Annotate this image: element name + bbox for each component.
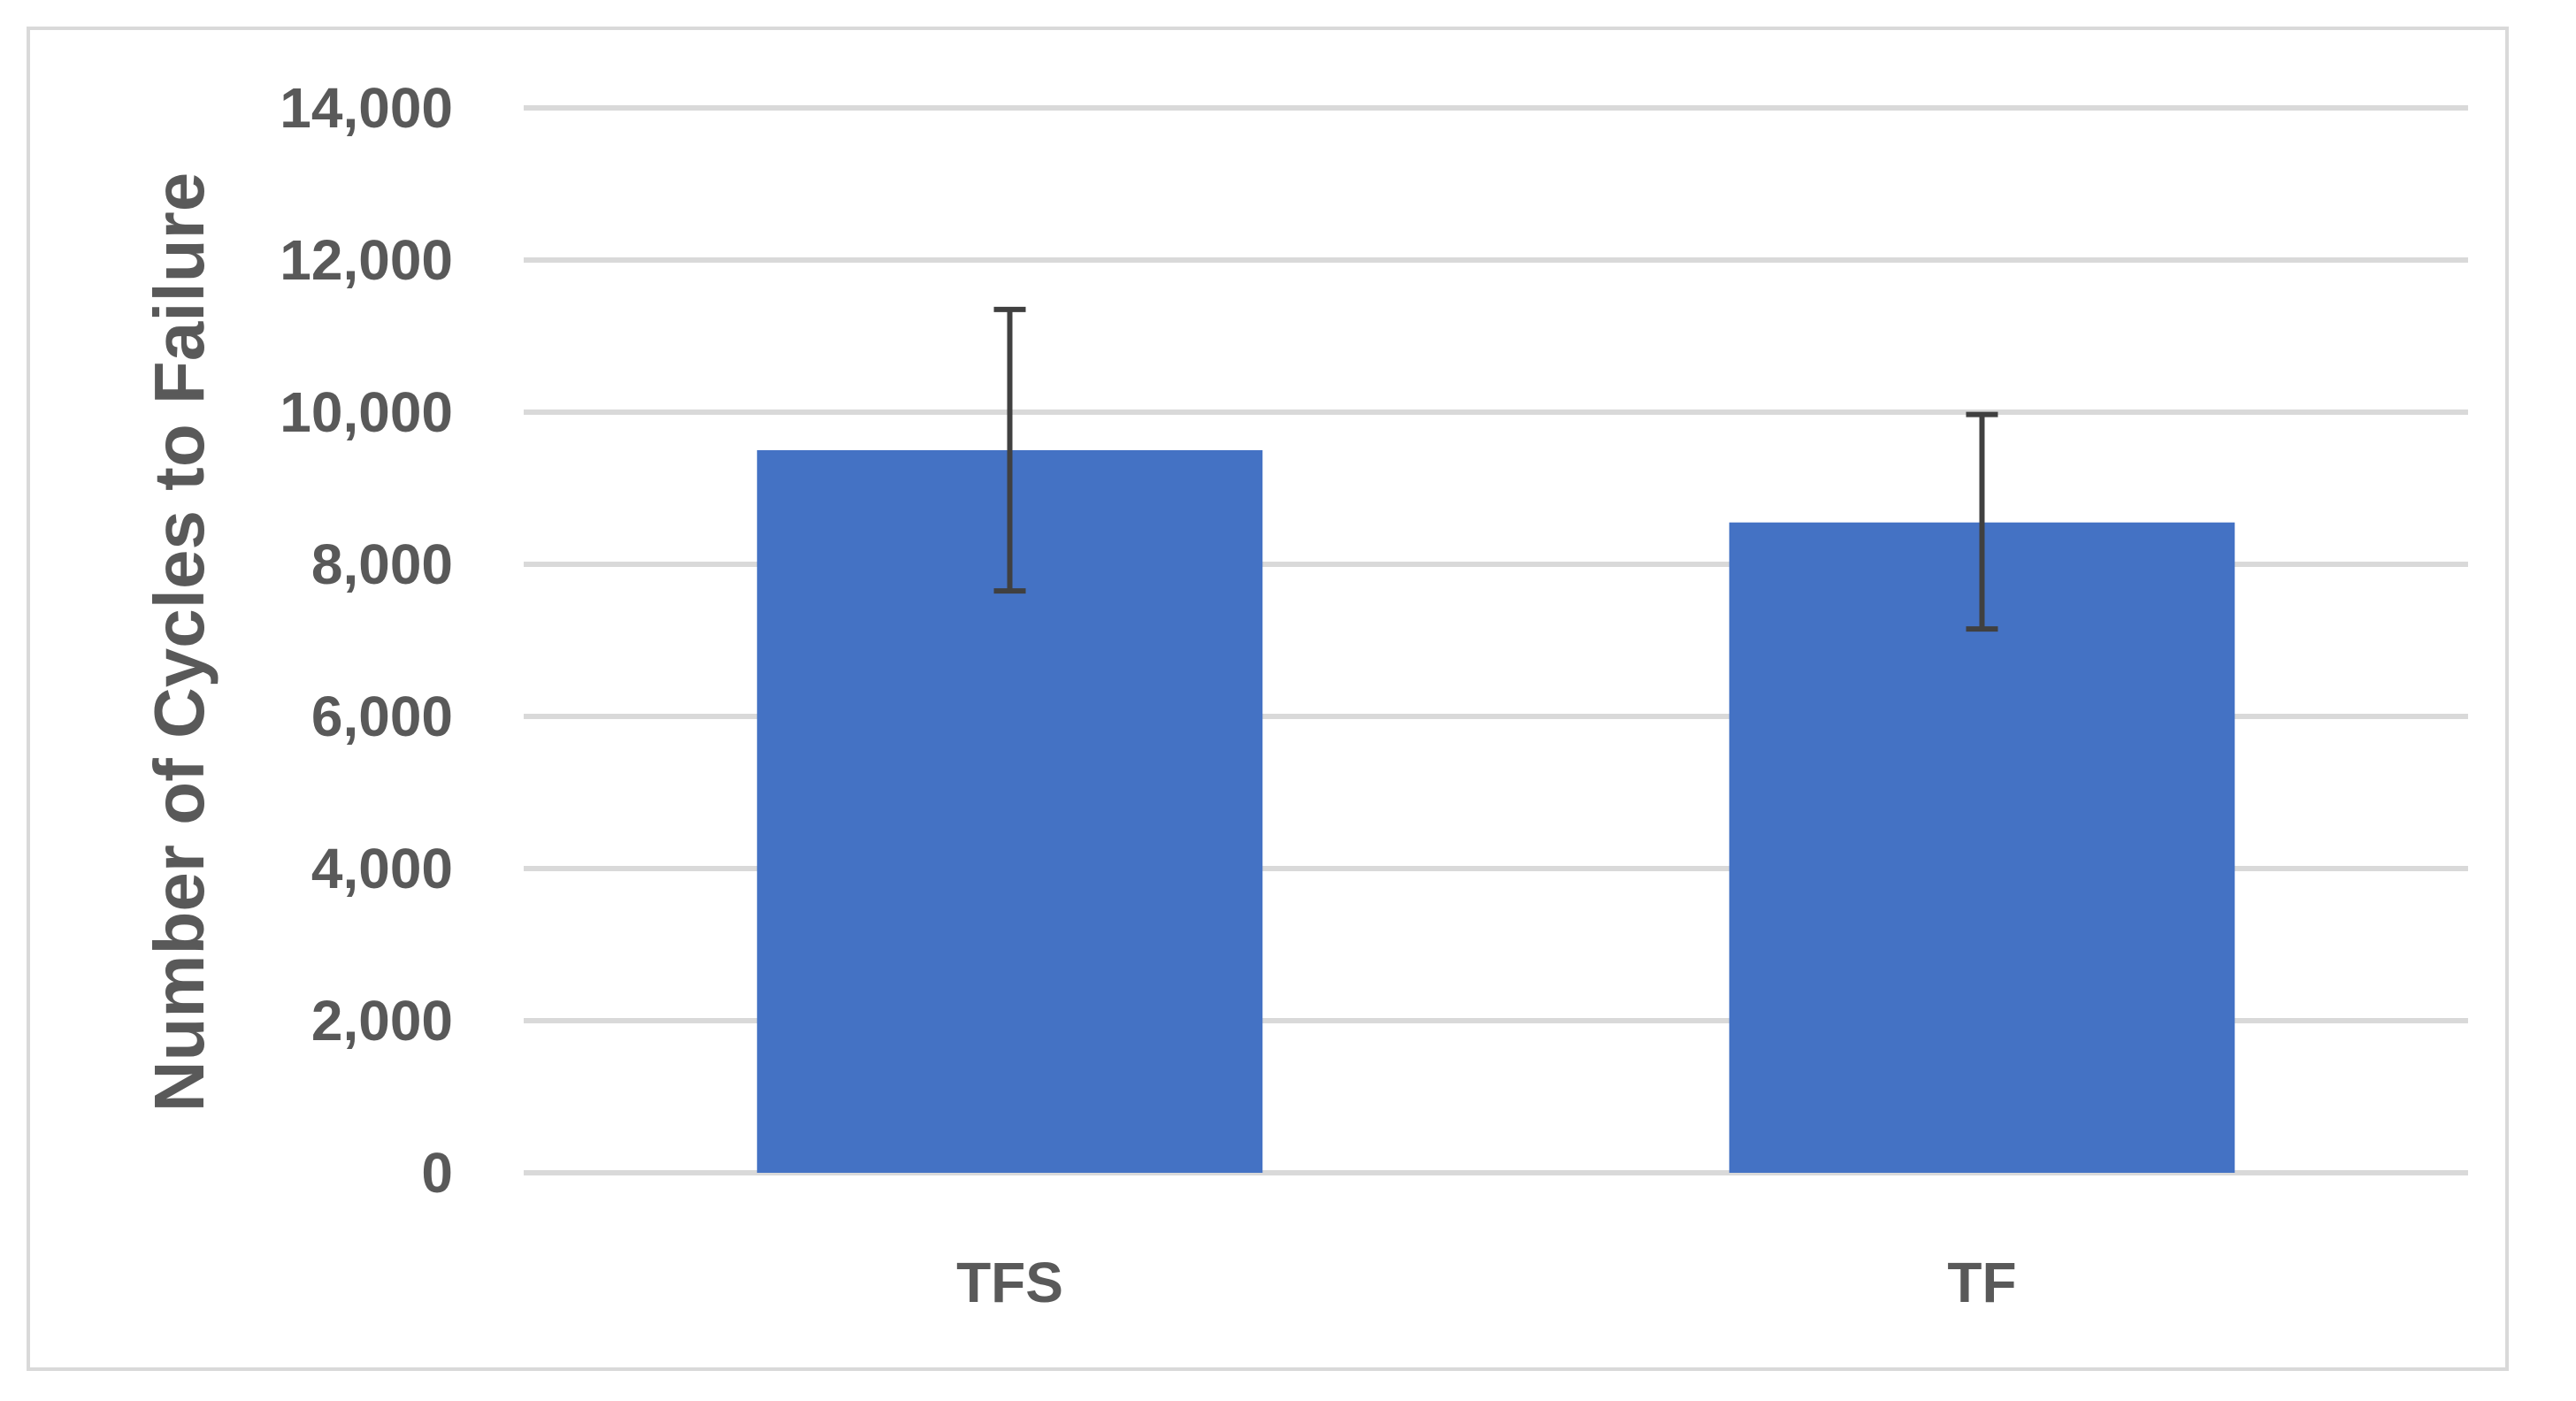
y-axis-title: Number of Cycles to Failure (140, 172, 218, 1112)
y-tick-label: 14,000 (280, 76, 453, 140)
y-tick-label: 2,000 (311, 989, 453, 1053)
bars (756, 450, 2235, 1173)
error-bars (993, 306, 1998, 632)
y-tick-label: 10,000 (280, 380, 453, 444)
error-bar-tfs (993, 306, 1026, 594)
x-tick-label: TF (1947, 1251, 2016, 1314)
x-tick-label: TFS (956, 1251, 1063, 1314)
y-tick-label: 0 (421, 1141, 453, 1205)
y-tick-label: 12,000 (280, 228, 453, 292)
y-tick-label: 4,000 (311, 837, 453, 900)
y-tick-label: 6,000 (311, 685, 453, 748)
y-axis-ticks: 0 2,000 4,000 6,000 8,000 10,000 12,000 14,000 (280, 76, 453, 1205)
error-bar-tf (1966, 411, 1998, 632)
x-axis-ticks: TFS TF (956, 1251, 2017, 1314)
y-tick-label: 8,000 (311, 532, 453, 596)
